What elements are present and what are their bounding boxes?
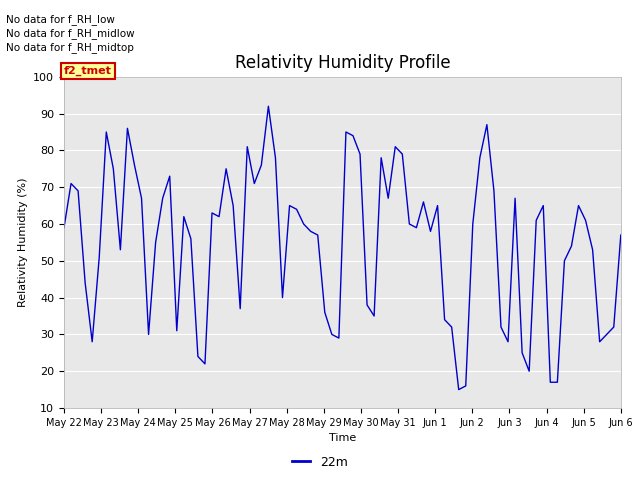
- Legend: 22m: 22m: [287, 451, 353, 474]
- Text: f2_tmet: f2_tmet: [64, 65, 112, 76]
- Text: No data for f_RH_midlow: No data for f_RH_midlow: [6, 28, 135, 39]
- Title: Relativity Humidity Profile: Relativity Humidity Profile: [235, 54, 450, 72]
- Y-axis label: Relativity Humidity (%): Relativity Humidity (%): [18, 178, 28, 307]
- X-axis label: Time: Time: [329, 433, 356, 443]
- Text: No data for f_RH_midtop: No data for f_RH_midtop: [6, 42, 134, 53]
- Text: No data for f_RH_low: No data for f_RH_low: [6, 13, 115, 24]
